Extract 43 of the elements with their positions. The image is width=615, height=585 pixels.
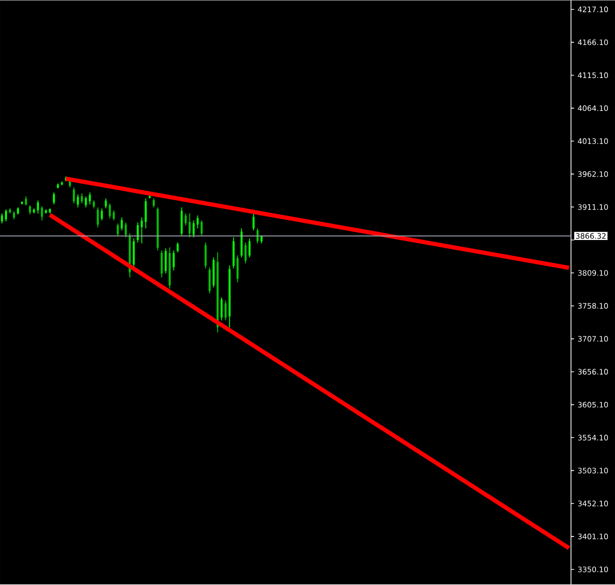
candlestick (152, 198, 155, 208)
candlestick (100, 208, 103, 221)
candlestick (244, 242, 247, 264)
candlestick (72, 187, 75, 204)
candlestick (104, 198, 107, 209)
candlestick (84, 196, 87, 208)
candlestick (188, 213, 191, 238)
candlestick (124, 222, 127, 238)
candlestick (256, 228, 259, 244)
candlestick (204, 242, 207, 269)
candlestick (76, 194, 79, 208)
candlestick (224, 300, 227, 321)
candlestick (176, 242, 179, 253)
candlestick (108, 203, 111, 219)
candlestick (96, 207, 99, 228)
candlestick (200, 220, 203, 236)
candlestick (4, 209, 7, 222)
candlestick (36, 200, 39, 214)
candlestick (112, 210, 115, 221)
candlestick (240, 228, 243, 258)
candlestick (52, 192, 55, 205)
candlestick (132, 238, 135, 268)
candlestick (164, 248, 167, 274)
candlestick (140, 217, 143, 244)
candlestick (172, 250, 175, 271)
candlestick (40, 206, 43, 221)
candlestick (116, 223, 119, 237)
candlestick (252, 213, 255, 231)
candlestick (24, 196, 27, 206)
candlestick (196, 215, 199, 229)
candlestick (184, 213, 187, 226)
candlestick (208, 267, 211, 294)
candlestick (160, 250, 163, 278)
candlestick (220, 297, 223, 321)
candlestick (136, 222, 139, 243)
candlestick (180, 207, 183, 236)
candlestick (88, 192, 91, 205)
candlestick (192, 220, 195, 238)
candlestick (236, 255, 239, 283)
candlestick (1, 213, 3, 224)
candlestick (80, 193, 83, 204)
candlestick (120, 217, 123, 231)
candlestick (248, 238, 251, 258)
